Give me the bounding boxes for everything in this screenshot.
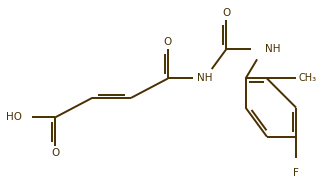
Text: NH: NH bbox=[265, 44, 281, 54]
Text: NH: NH bbox=[197, 74, 213, 84]
Text: F: F bbox=[293, 168, 299, 178]
Text: O: O bbox=[222, 8, 230, 18]
Text: CH₃: CH₃ bbox=[299, 74, 317, 84]
Text: O: O bbox=[51, 148, 59, 158]
Text: O: O bbox=[164, 37, 172, 47]
Text: HO: HO bbox=[6, 112, 22, 122]
